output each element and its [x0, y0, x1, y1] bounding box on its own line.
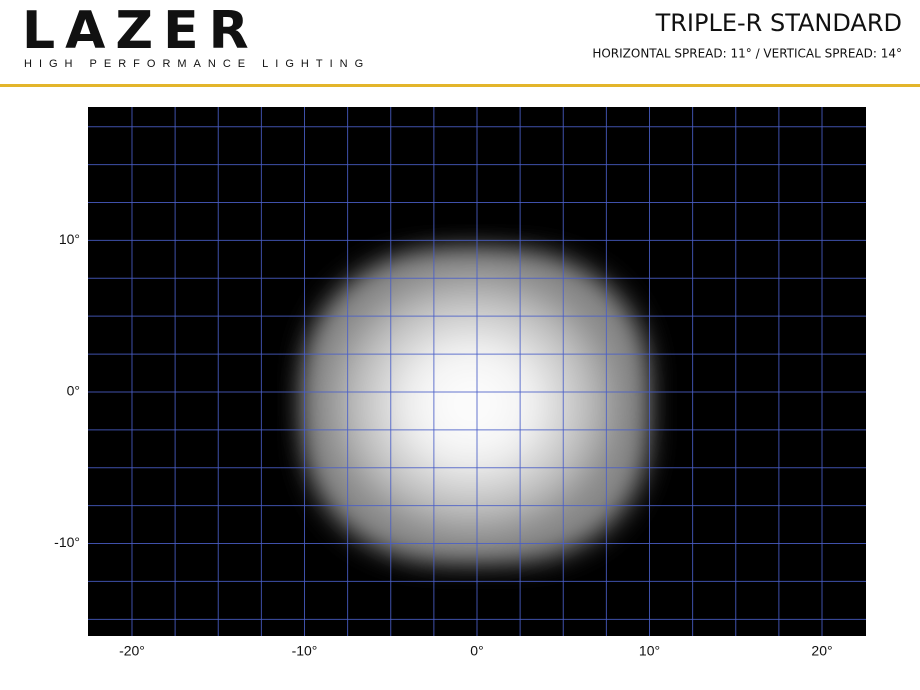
y-tick-label: 0°	[67, 383, 80, 399]
x-tick-label: -10°	[292, 643, 318, 659]
x-tick-label: -20°	[119, 643, 145, 659]
x-tick-label: 10°	[639, 643, 660, 659]
y-tick-label: 10°	[59, 231, 80, 247]
brand-tagline: HIGH PERFORMANCE LIGHTING	[24, 58, 370, 70]
brand-logo: LAZER	[22, 1, 259, 61]
x-tick-label: 20°	[811, 643, 832, 659]
y-tick-label: -10°	[54, 534, 80, 550]
header-rule	[0, 84, 920, 87]
plot-area	[88, 107, 866, 636]
x-tick-label: 0°	[470, 643, 483, 659]
beam-core	[307, 254, 637, 555]
product-title: TRIPLE-R STANDARD	[655, 9, 902, 37]
spread-subtitle: HORIZONTAL SPREAD: 11° / VERTICAL SPREAD…	[592, 47, 902, 61]
